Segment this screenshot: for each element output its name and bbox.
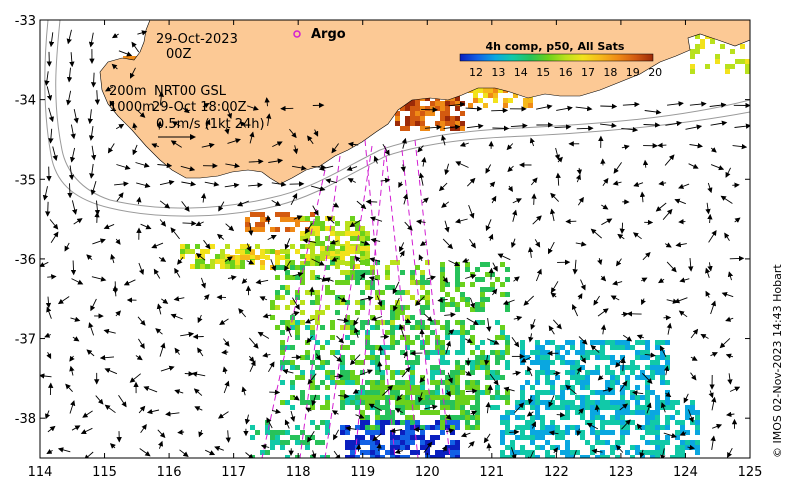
colorbar-tick-label: 14: [514, 66, 528, 79]
colorbar-tick-label: 12: [469, 66, 483, 79]
sst-patches: [118, 34, 750, 458]
x-tick-label: 124: [673, 465, 698, 480]
colorbar-tick-label: 15: [536, 66, 550, 79]
scale-label: 0.5m/s (1kt 24h): [156, 117, 265, 132]
x-tick-label: 114: [28, 465, 53, 480]
x-tick-label: 116: [157, 465, 182, 480]
argo-label: Argo: [311, 27, 346, 42]
x-tick-label: 121: [479, 465, 504, 480]
x-tick-label: 123: [608, 465, 633, 480]
colorbar: 4h comp, p50, All Sats 12 13 14 15 16 17 18 19 2…: [459, 40, 662, 79]
argo-float-marker: [293, 30, 301, 38]
satellite-tracks: [261, 139, 451, 458]
colorbar-tick-label: 19: [626, 66, 640, 79]
colorbar-title: 4h comp, p50, All Sats: [486, 40, 625, 53]
bathymetry-contours: [44, 20, 750, 217]
x-tick-label: 115: [92, 465, 117, 480]
x-tick-label: 117: [221, 465, 246, 480]
x-tick-label: 119: [350, 465, 375, 480]
x-axis-ticks: 114 115 116 117 118 119 120 121 122 123 124 125: [28, 20, 763, 480]
colorbar-tick-label: 20: [648, 66, 662, 79]
depth2-label: 1000m: [109, 100, 155, 115]
product-label: NRT00 GSL: [154, 84, 227, 99]
colorbar-gradient: [459, 53, 654, 62]
colorbar-tick-label: 18: [603, 66, 617, 79]
x-tick-label: 122: [544, 465, 569, 480]
colorbar-tick-label: 16: [559, 66, 573, 79]
time-label: 00Z: [166, 47, 192, 62]
plot-frame: [39, 19, 751, 459]
current-vectors: [40, 29, 750, 458]
x-tick-label: 118: [286, 465, 311, 480]
x-tick-label: 125: [738, 465, 763, 480]
y-tick-label: -33: [15, 14, 36, 29]
date-label: 29-Oct-2023: [156, 32, 238, 47]
y-tick-label: -37: [15, 333, 36, 348]
y-axis-ticks: -33 -34 -35 -36 -37 -38: [15, 14, 750, 427]
y-tick-label: -36: [15, 253, 36, 268]
y-tick-label: -35: [15, 173, 36, 188]
colorbar-tick-label: 17: [581, 66, 595, 79]
credit-label: © IMOS 02-Nov-2023 14:43 Hobart: [771, 264, 784, 458]
colorbar-tick-label: 13: [491, 66, 505, 79]
product-time-label: 29-Oct 18:00Z: [152, 100, 247, 115]
y-tick-label: -38: [15, 412, 36, 427]
depth1-label: 200m: [109, 84, 146, 99]
y-tick-label: -34: [15, 94, 36, 109]
x-tick-label: 120: [415, 465, 440, 480]
